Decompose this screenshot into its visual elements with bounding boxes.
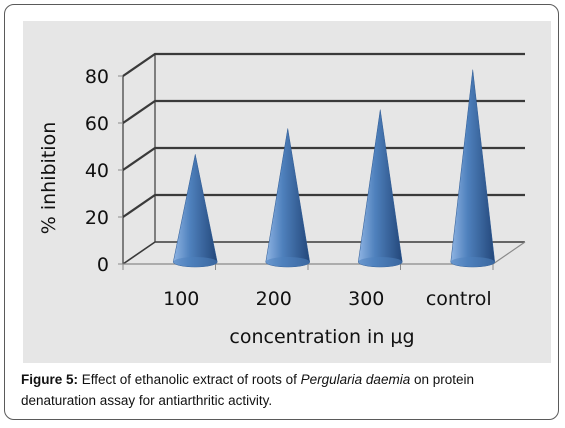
cone-300 [357, 109, 403, 268]
x-tick-label: 100 [163, 288, 199, 310]
x-tick-label: control [426, 288, 492, 310]
cone-base [173, 257, 218, 267]
cone-100 [172, 154, 218, 268]
y-tick-label: 40 [85, 160, 109, 182]
cone-base [358, 257, 403, 267]
caption-text-before: Effect of ethanolic extract of roots of [78, 372, 301, 387]
y-tick-label: 80 [85, 66, 109, 88]
cones [172, 69, 496, 268]
y-axis-ticks: 0 20 40 60 80 [85, 66, 109, 276]
y-tick-label: 60 [85, 113, 109, 135]
floor-right-edge [492, 241, 526, 265]
x-axis-ticks: 100 200 300 control [163, 288, 492, 310]
caption-label: Figure 5: [21, 372, 79, 387]
figure-caption: Figure 5: Effect of ethanolic extract of… [21, 369, 551, 411]
cone-200 [265, 128, 311, 268]
cone-control [450, 69, 496, 268]
caption-text-after: on protein denaturation assay for antiar… [21, 372, 474, 408]
cone-base [450, 257, 495, 267]
figure-frame: 0 20 40 60 80 100 200 300 control % inhibition … [4, 4, 559, 420]
x-tick-label: 300 [348, 288, 384, 310]
y-tick-label: 0 [97, 254, 109, 276]
x-axis-label: concentration in μg [229, 326, 414, 348]
cone-base [265, 257, 310, 267]
x-tick-label: 200 [256, 288, 292, 310]
caption-species: Pergularia daemia [300, 372, 411, 387]
y-axis-label: % inhibition [38, 122, 60, 234]
y-tick-label: 20 [85, 207, 109, 229]
